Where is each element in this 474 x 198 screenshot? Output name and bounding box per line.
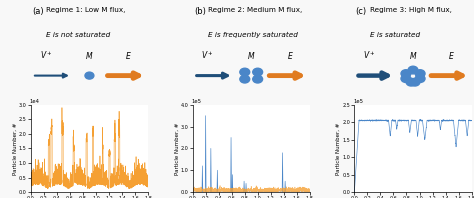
Text: $M$: $M$ [247, 50, 255, 61]
Circle shape [410, 78, 420, 86]
Circle shape [406, 78, 416, 86]
Circle shape [240, 68, 250, 76]
Text: E is frequently saturated: E is frequently saturated [208, 32, 298, 38]
Text: E is not saturated: E is not saturated [46, 32, 110, 38]
Circle shape [240, 75, 250, 83]
Text: $M$: $M$ [409, 50, 417, 61]
Text: Regime 3: High M flux,: Regime 3: High M flux, [370, 7, 452, 13]
Text: 1e5: 1e5 [353, 99, 363, 104]
Circle shape [85, 72, 94, 79]
Circle shape [401, 75, 411, 83]
Text: Regime 2: Medium M flux,: Regime 2: Medium M flux, [208, 7, 302, 13]
Circle shape [253, 68, 263, 76]
Text: $E$: $E$ [125, 50, 131, 61]
Circle shape [415, 75, 425, 83]
Text: (c): (c) [356, 7, 367, 16]
Text: $V^+$: $V^+$ [363, 50, 376, 61]
Circle shape [253, 75, 263, 83]
Circle shape [415, 70, 425, 77]
Text: $M$: $M$ [85, 50, 94, 61]
Y-axis label: Particle Number, #: Particle Number, # [174, 122, 179, 175]
Text: (b): (b) [194, 7, 206, 16]
Y-axis label: Particle Number, #: Particle Number, # [336, 122, 341, 175]
Text: $E$: $E$ [448, 50, 455, 61]
Text: $V^+$: $V^+$ [201, 50, 214, 61]
Y-axis label: Particle Number, #: Particle Number, # [12, 122, 18, 175]
Text: Regime 1: Low M flux,: Regime 1: Low M flux, [46, 7, 126, 13]
Text: 1e4: 1e4 [30, 99, 40, 104]
Text: E is saturated: E is saturated [370, 32, 420, 38]
Circle shape [401, 70, 411, 77]
Text: 1e5: 1e5 [191, 99, 201, 104]
Circle shape [408, 66, 418, 74]
Text: $V^+$: $V^+$ [40, 50, 53, 61]
Text: (a): (a) [32, 7, 44, 16]
Text: $E$: $E$ [286, 50, 293, 61]
